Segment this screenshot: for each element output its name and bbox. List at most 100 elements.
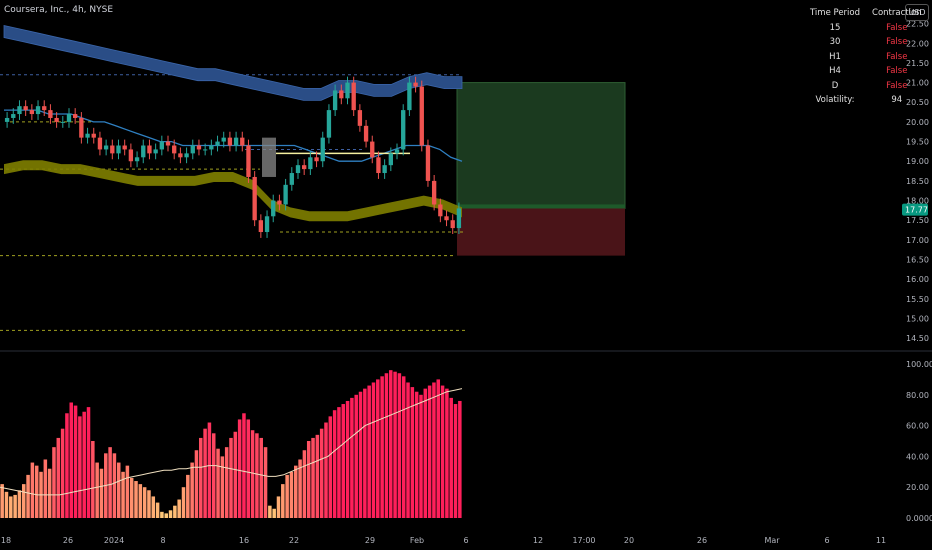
price-axis-tick: 21.00 <box>906 79 929 88</box>
candle-body <box>438 204 443 217</box>
candle-body <box>376 157 381 174</box>
histogram-bar <box>242 413 246 518</box>
histogram-bar <box>229 437 233 518</box>
price-axis-tick: 20.50 <box>906 98 929 107</box>
histogram-bar <box>376 379 380 518</box>
histogram-bar <box>142 487 147 518</box>
histogram-bar <box>427 385 432 518</box>
symbol-title: Coursera, Inc., 4h, NYSE <box>4 5 114 15</box>
histogram-bar <box>289 471 294 518</box>
candle-body <box>314 157 319 162</box>
histogram-bar <box>173 505 177 518</box>
histogram-bar <box>116 462 121 518</box>
histogram-bar <box>151 496 156 518</box>
histogram-bar <box>401 376 406 518</box>
histogram-bar <box>34 465 39 518</box>
last-price-label: 17.77 <box>905 206 928 215</box>
histogram-bar <box>285 474 289 518</box>
histogram-bar <box>26 474 30 518</box>
candle-body <box>425 145 431 181</box>
candle-body <box>363 125 369 142</box>
time-axis-tick: 6 <box>824 536 829 545</box>
histogram-bar <box>138 484 143 518</box>
time-axis-tick: 11 <box>876 536 886 545</box>
candle-body <box>431 180 437 205</box>
histogram-bar <box>259 437 263 518</box>
histogram-bar <box>237 419 242 518</box>
histogram-bar <box>363 388 367 518</box>
histogram-bar <box>367 385 371 518</box>
candle-body <box>289 173 294 185</box>
candle-body <box>456 208 462 229</box>
candle-body <box>23 106 28 111</box>
currency-button[interactable]: USD <box>905 4 929 21</box>
entry-line <box>457 204 625 209</box>
histogram-bar <box>354 394 358 518</box>
histogram-bar <box>13 494 17 518</box>
histogram-bar <box>458 400 462 518</box>
histogram-bar <box>272 508 276 518</box>
candle-body <box>407 82 412 111</box>
table-header-contraction: Contraction <box>872 8 922 19</box>
time-axis-tick: 26 <box>697 536 707 545</box>
candle-body <box>91 133 96 138</box>
candle-body <box>4 117 10 122</box>
time-axis-tick: 17:00 <box>572 536 595 545</box>
histogram-bar <box>384 373 389 518</box>
table-row: 15 False <box>804 21 928 36</box>
histogram-bar <box>181 487 186 518</box>
histogram-bar <box>298 459 302 518</box>
histogram-bar <box>65 413 69 518</box>
axes: 22.50 22.00 21.50 21.00 20.50 20.00 19.50 19.00… <box>0 20 932 545</box>
price-axis-tick: 15.50 <box>906 295 929 304</box>
histogram-bar <box>194 450 199 518</box>
candle-body <box>159 141 164 150</box>
histogram-bar <box>112 453 117 518</box>
histogram-bar <box>99 468 104 518</box>
oscillator-axis-tick: 100.00 <box>906 360 932 369</box>
candle-body <box>382 165 387 174</box>
upper-band <box>3 25 463 101</box>
histogram-bar <box>190 462 194 518</box>
volatility-value: 94 <box>891 95 903 106</box>
time-axis-tick: Mar <box>764 536 780 545</box>
candle-body <box>258 220 264 233</box>
histogram-bar <box>199 437 203 518</box>
histogram-bar <box>82 411 86 518</box>
candle-body <box>66 114 72 122</box>
histogram-bar <box>69 402 74 518</box>
table-row: H4 False <box>804 64 928 79</box>
histogram-bar <box>52 447 56 518</box>
histogram-bar <box>207 422 212 518</box>
candle-body <box>233 137 239 146</box>
price-axis-tick: 22.50 <box>906 20 929 29</box>
candle-body <box>153 149 158 154</box>
histogram-bar <box>91 441 95 518</box>
time-axis-tick: 29 <box>365 536 375 545</box>
candle-body <box>122 145 127 150</box>
candle-body <box>165 141 171 146</box>
histogram-bar <box>449 397 453 518</box>
histogram-bar <box>43 459 48 518</box>
histogram-bar <box>440 385 445 518</box>
candle-body <box>17 106 22 115</box>
candle-body <box>196 145 202 150</box>
candle-body <box>134 157 140 162</box>
candle-body <box>332 90 338 111</box>
histogram-bar <box>423 388 428 518</box>
histogram-bar <box>60 428 65 518</box>
table-row: Volatility: 94 <box>804 93 928 108</box>
candle-body <box>419 86 424 146</box>
histogram-bar <box>315 434 320 518</box>
histogram-bar <box>164 513 168 518</box>
candle-body <box>172 145 177 154</box>
candle-body <box>178 153 183 158</box>
histogram-bar <box>410 387 415 518</box>
histogram-bar <box>211 433 216 518</box>
histogram-bar <box>56 437 61 518</box>
time-axis-tick: 26 <box>63 536 73 545</box>
time-axis-tick: 2024 <box>104 536 124 545</box>
period-cell: H4 <box>829 66 841 77</box>
candle-body <box>450 220 455 229</box>
